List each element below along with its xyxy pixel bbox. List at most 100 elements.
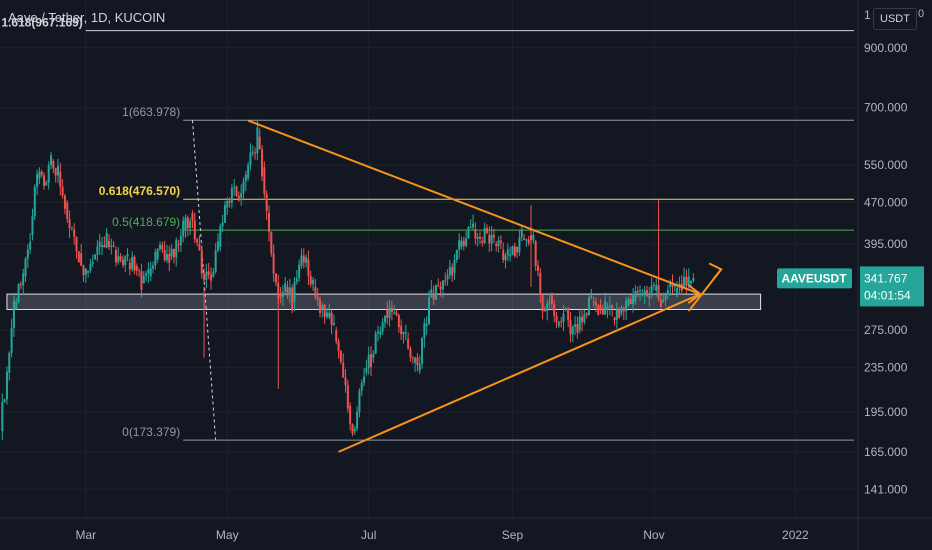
candle-body <box>492 234 495 238</box>
candle-body <box>61 186 64 196</box>
candle-body <box>601 310 604 315</box>
candle-body <box>550 294 553 305</box>
candle-body <box>342 362 345 378</box>
candle-body <box>349 406 352 425</box>
candle-body <box>625 300 628 312</box>
candle-body <box>673 285 676 287</box>
candle-body <box>643 290 646 294</box>
candle-body <box>620 308 623 314</box>
candle-body <box>321 304 324 310</box>
candle-body <box>532 235 535 241</box>
candle-body <box>585 313 588 315</box>
candle-body <box>40 171 43 176</box>
candle-body <box>346 385 349 409</box>
candle-body <box>335 330 338 342</box>
candle-body <box>307 259 310 277</box>
candle-body <box>669 283 672 287</box>
candle-body <box>652 284 655 286</box>
y-tick-label: 470.000 <box>864 196 908 210</box>
candle-body <box>506 249 509 256</box>
trendline-lower <box>338 293 701 453</box>
candle-body <box>165 253 168 261</box>
candle-body <box>659 299 662 308</box>
fib-level-label: 0.618(476.570) <box>99 184 180 198</box>
candle-body <box>251 151 254 153</box>
candle-body <box>98 241 101 247</box>
time-axis[interactable]: Mar May Jul Sep Nov 2022 <box>0 517 932 542</box>
candle-body <box>446 274 449 280</box>
candle-body <box>360 383 363 391</box>
candle-body <box>386 309 389 318</box>
candle-body <box>641 293 644 295</box>
candle-body <box>588 297 591 315</box>
candle-body <box>152 265 155 269</box>
candle-body <box>87 270 90 273</box>
candle-body <box>80 253 83 266</box>
candle-body <box>182 220 185 237</box>
candle-body <box>210 274 213 281</box>
candle-body <box>622 308 625 312</box>
currency-button[interactable]: USDT <box>873 8 917 30</box>
candle-body <box>636 291 639 293</box>
candle-body <box>444 280 447 282</box>
x-tick-label: Mar <box>75 528 96 542</box>
candle-body <box>168 253 171 263</box>
fib-level-label: 0.5(418.679) <box>112 215 180 229</box>
candle-body <box>94 254 97 260</box>
candle-body <box>485 228 488 233</box>
candle-body <box>495 243 498 247</box>
candle-body <box>576 324 579 333</box>
candle-body <box>330 312 333 325</box>
x-tick-label: 2022 <box>782 528 809 542</box>
apex-chevron <box>687 284 702 304</box>
candle-body <box>124 256 127 266</box>
candle-body <box>578 316 581 331</box>
x-tick-label: Sep <box>502 528 524 542</box>
candle-body <box>237 196 240 201</box>
candle-body <box>520 228 523 238</box>
y-tick-label-partial: 1 <box>864 8 871 22</box>
candle-body <box>12 300 15 329</box>
candle-body <box>372 353 375 358</box>
candle-body <box>414 357 417 363</box>
countdown-label: 04:01:54 <box>864 288 911 302</box>
candle-body <box>96 246 99 255</box>
candle-body <box>666 290 669 295</box>
candle-body <box>441 280 444 290</box>
candle-body <box>472 223 475 228</box>
candle-body <box>184 217 187 230</box>
candle-body <box>325 312 328 317</box>
candle-body <box>418 363 421 371</box>
candle-body <box>611 305 614 309</box>
y-tick-label: 550.000 <box>864 158 908 172</box>
candle-body <box>284 283 287 292</box>
grid-lines <box>0 0 858 518</box>
candle-body <box>581 316 584 323</box>
candle-body <box>467 227 470 238</box>
triangle-trendlines <box>247 119 723 453</box>
support-zone <box>6 293 762 310</box>
candle-body <box>84 268 87 275</box>
candle-body <box>54 168 57 176</box>
candle-body <box>274 273 277 283</box>
candle-body <box>376 331 379 334</box>
candle-body <box>112 245 115 247</box>
candle-body <box>574 324 577 327</box>
candle-body <box>599 305 602 311</box>
candle-body <box>200 249 203 274</box>
candle-body <box>156 248 159 260</box>
last-price-tag: AAVEUSDT 341.767 04:01:54 <box>777 266 924 307</box>
candle-body <box>121 259 124 266</box>
candle-body <box>448 267 451 275</box>
candle-body <box>358 390 361 413</box>
candle-body <box>569 319 572 335</box>
candle-body <box>458 240 461 250</box>
candle-body <box>534 240 537 266</box>
candle-body <box>302 255 305 263</box>
candle-body <box>557 321 560 326</box>
candle-body <box>390 307 393 313</box>
y-tick-label: 275.000 <box>864 323 908 337</box>
candle-body <box>645 290 648 297</box>
